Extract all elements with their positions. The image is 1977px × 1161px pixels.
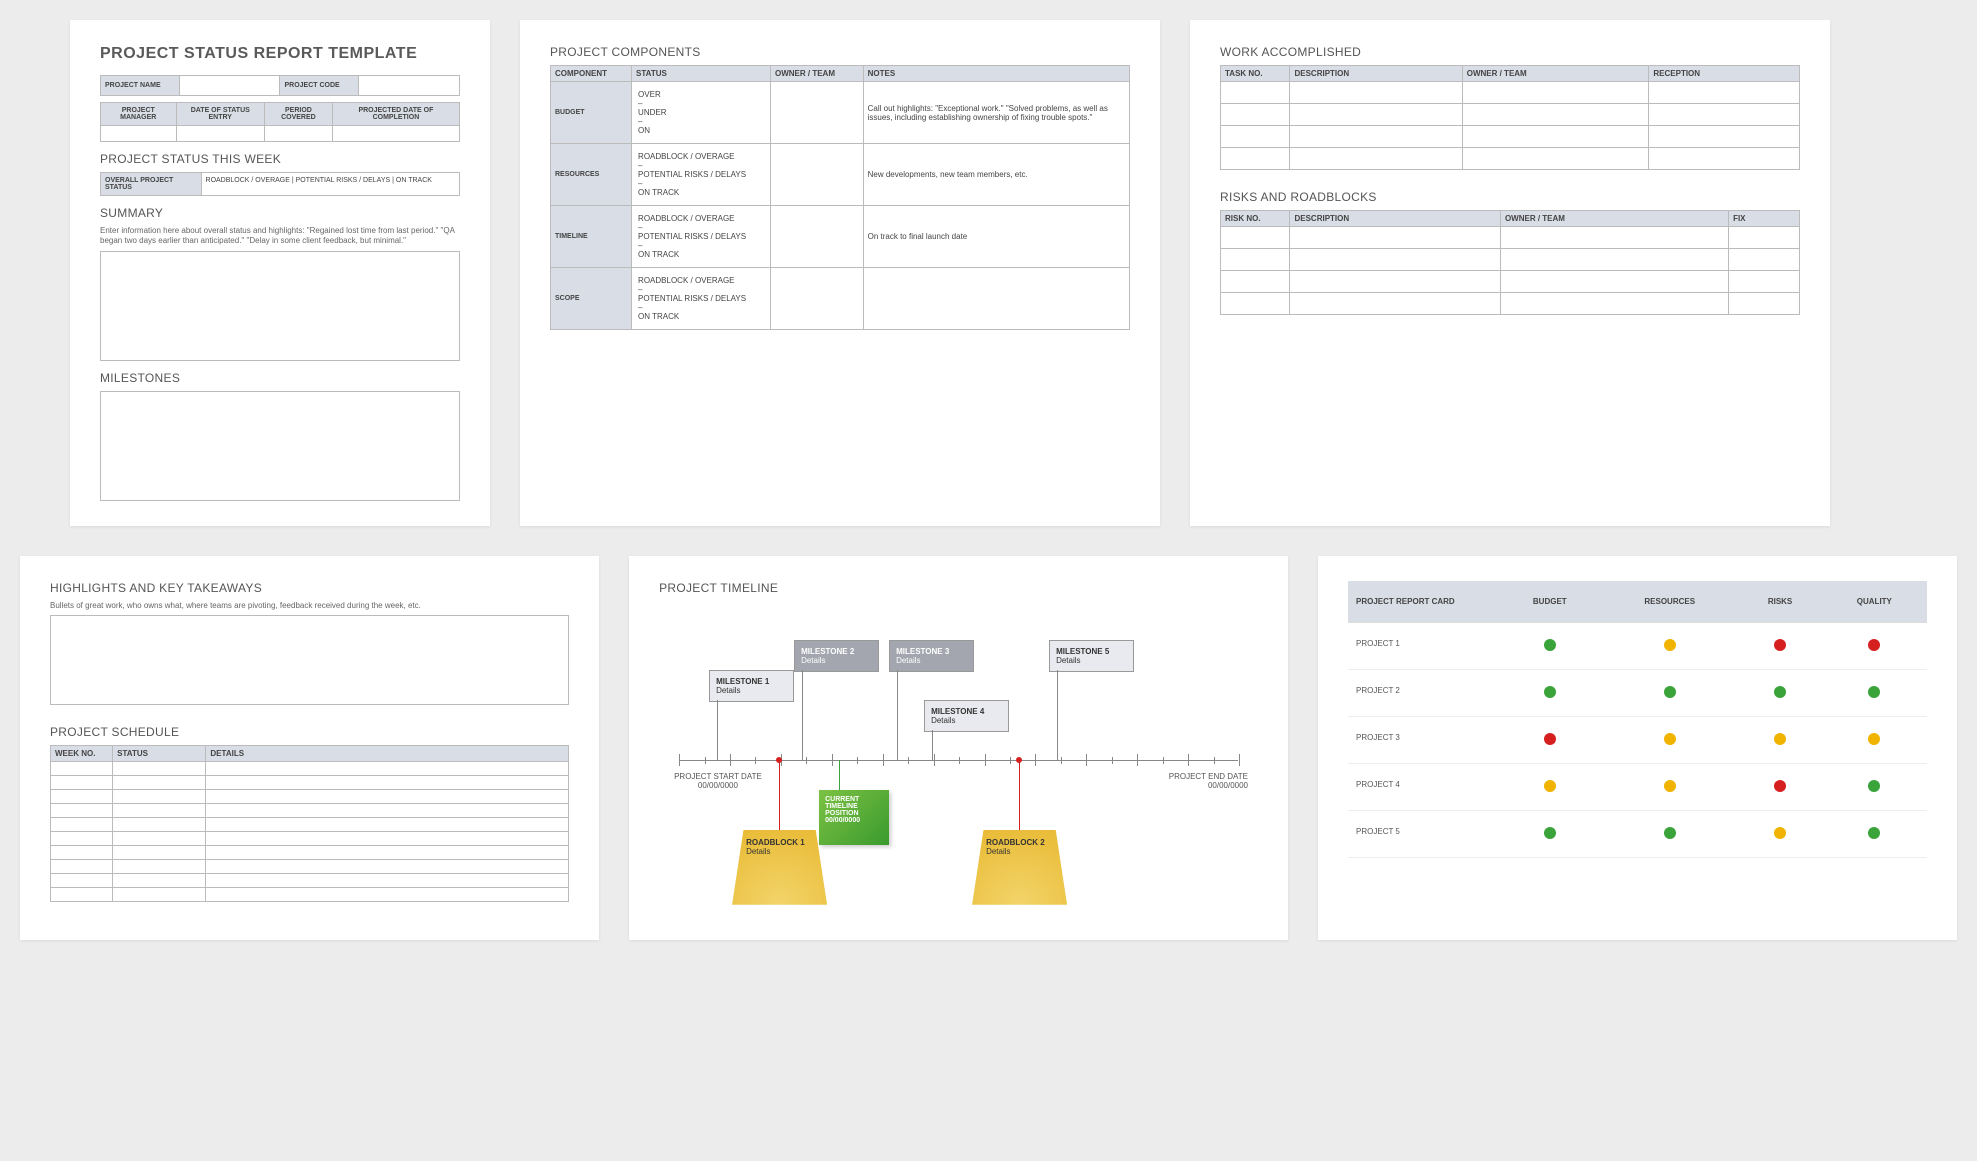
page-highlights-schedule: HIGHLIGHTS AND KEY TAKEAWAYS Bullets of …: [20, 556, 599, 940]
status-dot: [1774, 827, 1786, 839]
page-report-card: PROJECT REPORT CARDBUDGETRESOURCESRISKSQ…: [1318, 556, 1957, 940]
risks-title: RISKS AND ROADBLOCKS: [1220, 190, 1800, 204]
page-work-risks: WORK ACCOMPLISHED TASK NO.DESCRIPTIONOWN…: [1190, 20, 1830, 526]
status-dot: [1544, 780, 1556, 792]
components-table: COMPONENTSTATUSOWNER / TEAMNOTES BUDGETO…: [550, 65, 1130, 330]
project-info-table-2: PROJECT MANAGER DATE OF STATUS ENTRY PER…: [100, 102, 460, 142]
schedule-table: WEEK NO.STATUSDETAILS: [50, 745, 569, 902]
timeline-current-position: CURRENTTIMELINEPOSITION00/00/0000: [819, 790, 889, 845]
status-week-table: OVERALL PROJECT STATUS ROADBLOCK / OVERA…: [100, 172, 460, 196]
status-week-title: PROJECT STATUS THIS WEEK: [100, 152, 460, 166]
label-project-code: PROJECT CODE: [280, 76, 359, 96]
schedule-title: PROJECT SCHEDULE: [50, 725, 569, 739]
report-card-row: PROJECT 1: [1348, 622, 1927, 669]
report-card-row: PROJECT 3: [1348, 716, 1927, 763]
milestone-box: MILESTONE 5Details: [1049, 640, 1134, 672]
page-project-components: PROJECT COMPONENTS COMPONENTSTATUSOWNER …: [520, 20, 1160, 526]
highlights-box: [50, 615, 569, 705]
risks-table: RISK NO.DESCRIPTIONOWNER / TEAMFIX: [1220, 210, 1800, 315]
report-card-row: PROJECT 5: [1348, 810, 1927, 857]
milestones-title: MILESTONES: [100, 371, 460, 385]
work-table: TASK NO.DESCRIPTIONOWNER / TEAMRECEPTION: [1220, 65, 1800, 170]
summary-title: SUMMARY: [100, 206, 460, 220]
status-dot: [1664, 733, 1676, 745]
status-dot: [1868, 780, 1880, 792]
page-project-timeline: PROJECT TIMELINE MILESTONE 1DetailsMILES…: [629, 556, 1288, 940]
components-title: PROJECT COMPONENTS: [550, 45, 1130, 59]
status-dot: [1664, 639, 1676, 651]
milestone-box: MILESTONE 2Details: [794, 640, 879, 672]
timeline-diagram: MILESTONE 1DetailsMILESTONE 2Details MILE…: [659, 615, 1258, 915]
status-dot: [1774, 639, 1786, 651]
status-dot: [1868, 639, 1880, 651]
status-dot: [1868, 827, 1880, 839]
status-dot: [1868, 686, 1880, 698]
status-dot: [1664, 827, 1676, 839]
status-dot: [1664, 780, 1676, 792]
highlights-title: HIGHLIGHTS AND KEY TAKEAWAYS: [50, 581, 569, 595]
roadblock-box: ROADBLOCK 2Details: [972, 830, 1067, 905]
status-dot: [1544, 686, 1556, 698]
status-dot: [1664, 686, 1676, 698]
timeline-title: PROJECT TIMELINE: [659, 581, 1258, 595]
status-dot: [1544, 639, 1556, 651]
status-dot: [1774, 780, 1786, 792]
highlights-hint: Bullets of great work, who owns what, wh…: [50, 601, 569, 611]
report-card-table: PROJECT REPORT CARDBUDGETRESOURCESRISKSQ…: [1348, 581, 1927, 858]
report-card-row: PROJECT 2: [1348, 669, 1927, 716]
status-dot: [1774, 733, 1786, 745]
milestone-box: MILESTONE 3Details: [889, 640, 974, 672]
label-project-name: PROJECT NAME: [101, 76, 180, 96]
page-project-status: PROJECT STATUS REPORT TEMPLATE PROJECT N…: [70, 20, 490, 526]
milestones-box: [100, 391, 460, 501]
status-dot: [1544, 733, 1556, 745]
status-dot: [1544, 827, 1556, 839]
milestone-box: MILESTONE 1Details: [709, 670, 794, 702]
timeline-end-label: PROJECT END DATE00/00/0000: [1169, 772, 1248, 791]
report-card-row: PROJECT 4: [1348, 763, 1927, 810]
page-title: PROJECT STATUS REPORT TEMPLATE: [100, 45, 460, 63]
work-title: WORK ACCOMPLISHED: [1220, 45, 1800, 59]
summary-hint: Enter information here about overall sta…: [100, 226, 460, 247]
summary-box: [100, 251, 460, 361]
status-dot: [1868, 733, 1880, 745]
status-dot: [1774, 686, 1786, 698]
roadblock-box: ROADBLOCK 1Details: [732, 830, 827, 905]
milestone-box: MILESTONE 4Details: [924, 700, 1009, 732]
timeline-start-label: PROJECT START DATE00/00/0000: [674, 772, 762, 791]
project-info-table-1: PROJECT NAME PROJECT CODE: [100, 75, 460, 96]
